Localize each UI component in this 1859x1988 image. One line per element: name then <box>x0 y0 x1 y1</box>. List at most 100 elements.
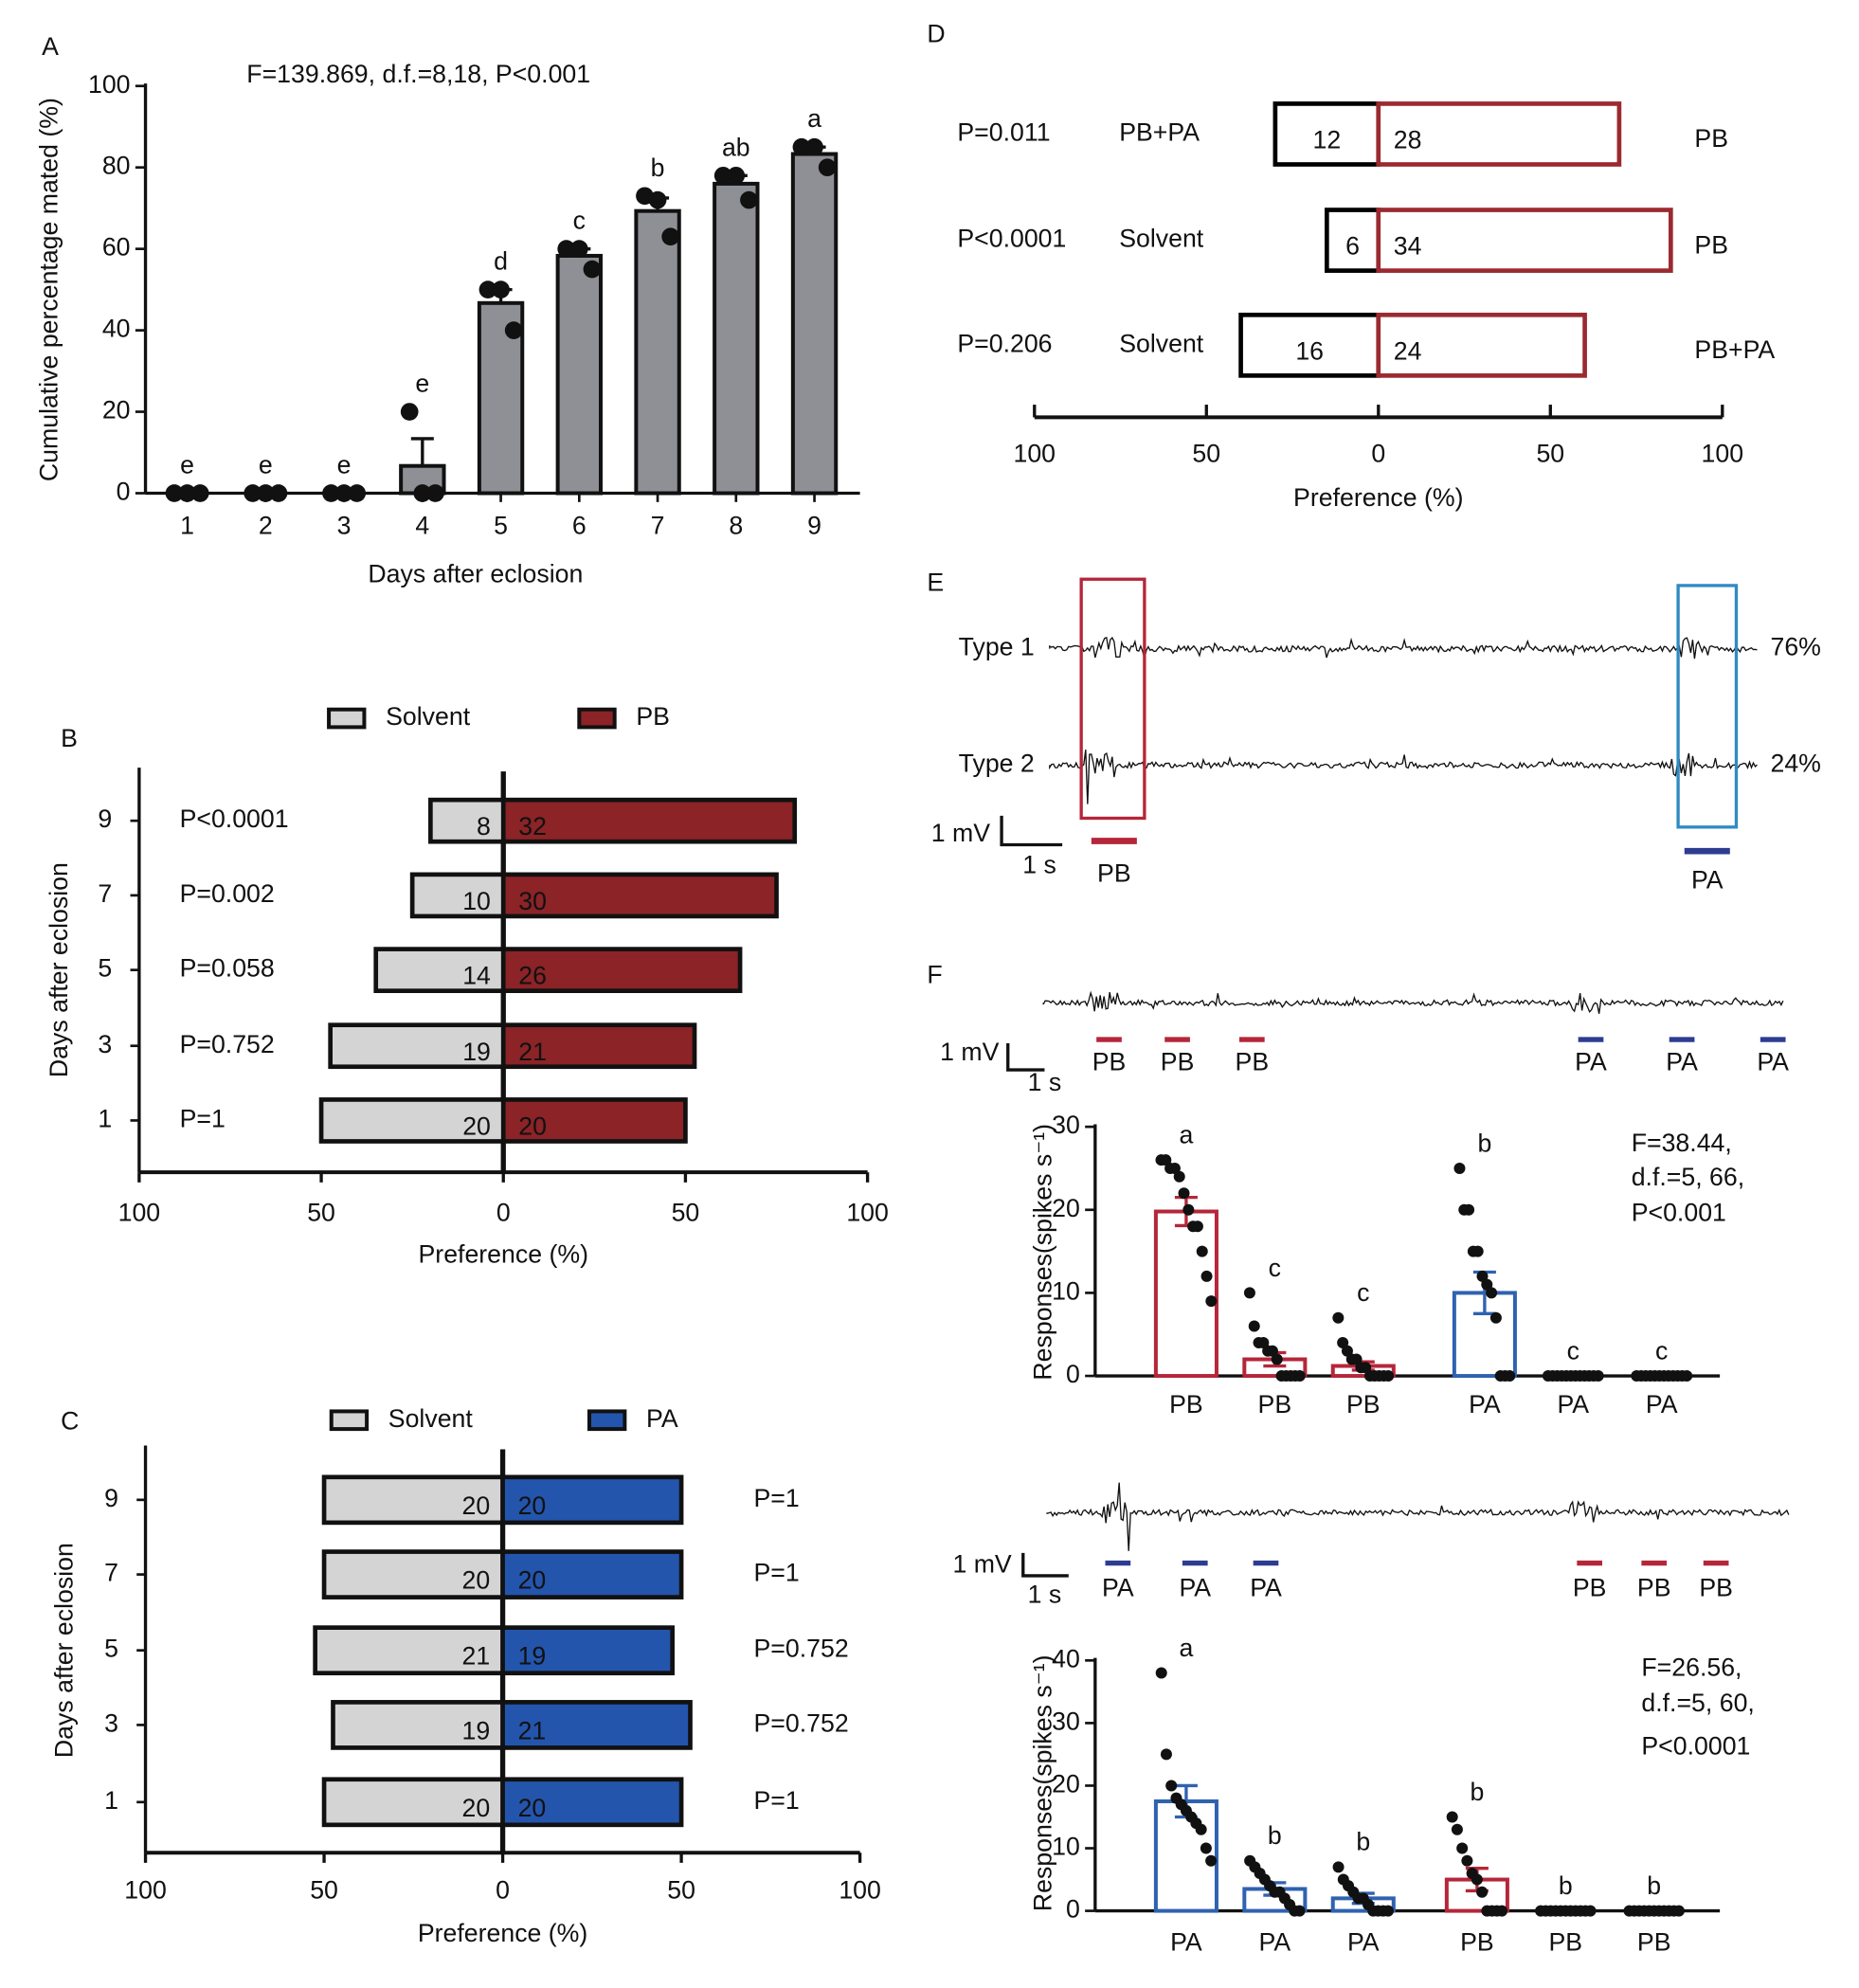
data-point <box>1173 1170 1185 1183</box>
y-tick-label: 5 <box>104 1635 118 1663</box>
x-tick-label: 100 <box>118 1198 161 1226</box>
y-axis-title: Days after eclosion <box>45 862 73 1077</box>
right-label: PB <box>1694 230 1728 259</box>
data-point <box>740 190 758 209</box>
bar <box>321 1777 505 1828</box>
x-tick-label: 100 <box>839 1876 881 1905</box>
data-point <box>1293 1905 1306 1917</box>
significance-letter: b <box>1559 1871 1573 1900</box>
bar <box>1272 101 1381 167</box>
y-tick-label: 30 <box>1052 1111 1080 1139</box>
panel-label: A <box>42 32 59 61</box>
data-point <box>1382 1370 1395 1383</box>
y-axis-title: Days after eclosion <box>50 1543 79 1758</box>
data-point <box>190 484 209 502</box>
bar <box>318 1097 506 1144</box>
x-tick-label: PB <box>1258 1390 1292 1419</box>
stimulus-label: PA <box>1575 1047 1607 1075</box>
data-point <box>1381 1905 1394 1917</box>
y-tick-label: 20 <box>102 396 131 425</box>
p-value: P=0.058 <box>180 954 275 983</box>
scale-bar-y-label: 1 mV <box>952 1549 1011 1578</box>
data-point <box>1205 1854 1218 1867</box>
bar <box>373 947 506 993</box>
stimulus-label: PB <box>1097 859 1131 888</box>
stimulus-label: PA <box>1691 865 1724 894</box>
bar <box>500 872 779 919</box>
data-point <box>818 158 837 177</box>
y-tick-label: 9 <box>104 1484 118 1512</box>
y-tick-label: 1 <box>104 1786 118 1815</box>
stimulus-label: PB <box>1637 1574 1671 1602</box>
data-point <box>1489 1311 1502 1324</box>
data-point <box>1341 1345 1353 1357</box>
x-axis-title: Preference (%) <box>419 1239 588 1268</box>
p-value: P=0.011 <box>957 118 1050 147</box>
x-tick-label: 0 <box>1371 440 1385 468</box>
data-point <box>1461 1854 1473 1867</box>
p-value: P=0.752 <box>753 1708 848 1737</box>
data-point <box>1456 1842 1469 1854</box>
count-label: 26 <box>518 962 547 990</box>
p-value: P=0.002 <box>180 879 275 908</box>
data-point <box>1471 1873 1483 1886</box>
y-tick-label: 30 <box>1052 1707 1080 1735</box>
data-point <box>1165 1780 1178 1792</box>
data-point <box>504 321 523 339</box>
x-tick-label: 5 <box>494 512 508 540</box>
significance-letter: e <box>415 370 429 398</box>
x-tick-label: 0 <box>496 1198 511 1226</box>
annotation: P<0.001 <box>1632 1198 1726 1226</box>
data-point <box>1196 1245 1208 1257</box>
significance-letter: a <box>1180 1121 1194 1149</box>
data-point <box>1182 1203 1195 1216</box>
data-point <box>1496 1905 1508 1917</box>
panel-label: B <box>61 724 78 752</box>
y-tick-label: 3 <box>104 1708 118 1737</box>
data-point <box>1195 1823 1207 1835</box>
data-point <box>1200 1842 1212 1854</box>
data-point <box>348 484 367 502</box>
x-tick-label: 100 <box>1702 440 1744 468</box>
data-point <box>1592 1370 1604 1383</box>
data-point <box>1451 1823 1463 1835</box>
significance-letter: c <box>1357 1278 1369 1307</box>
y-axis-title: Responses(spikes s⁻¹) <box>1028 1124 1056 1381</box>
x-tick-label: PA <box>1469 1390 1501 1419</box>
panel-label: C <box>61 1406 79 1435</box>
trace <box>1049 750 1758 804</box>
y-tick-label: 20 <box>1052 1194 1080 1222</box>
data-point <box>805 137 823 156</box>
stimulus-label: PB <box>1092 1047 1127 1075</box>
count-label: 20 <box>462 1491 491 1520</box>
x-axis-title: Preference (%) <box>418 1919 587 1947</box>
p-value: P=0.752 <box>180 1030 275 1058</box>
x-tick-label: PB <box>1637 1927 1671 1956</box>
error-bar <box>1174 1783 1198 1819</box>
trace <box>1042 990 1784 1014</box>
significance-letter: ab <box>722 133 750 161</box>
x-tick-label: 4 <box>415 512 429 540</box>
data-point <box>1200 1270 1213 1282</box>
data-point <box>727 166 746 185</box>
significance-letter: c <box>1655 1336 1668 1364</box>
x-tick-label: 0 <box>496 1876 510 1905</box>
data-point <box>1332 1861 1345 1873</box>
stimulus-label: PB <box>1699 1574 1733 1602</box>
significance-letter: d <box>494 247 508 276</box>
count-label: 20 <box>518 1794 547 1822</box>
data-point <box>661 227 680 246</box>
share-label: 76% <box>1771 633 1821 661</box>
data-point <box>1481 1278 1493 1291</box>
data-point <box>400 403 419 421</box>
x-tick-label: 50 <box>307 1198 335 1226</box>
y-tick-label: 20 <box>1052 1770 1080 1798</box>
bar <box>500 1777 684 1828</box>
trace-label: Type 1 <box>959 633 1035 661</box>
bar <box>313 1625 505 1676</box>
annotation: F=139.869, d.f.=8,18, P<0.001 <box>246 60 590 88</box>
stimulus-label: PA <box>1757 1047 1789 1075</box>
trace-label: Type 2 <box>959 749 1035 777</box>
